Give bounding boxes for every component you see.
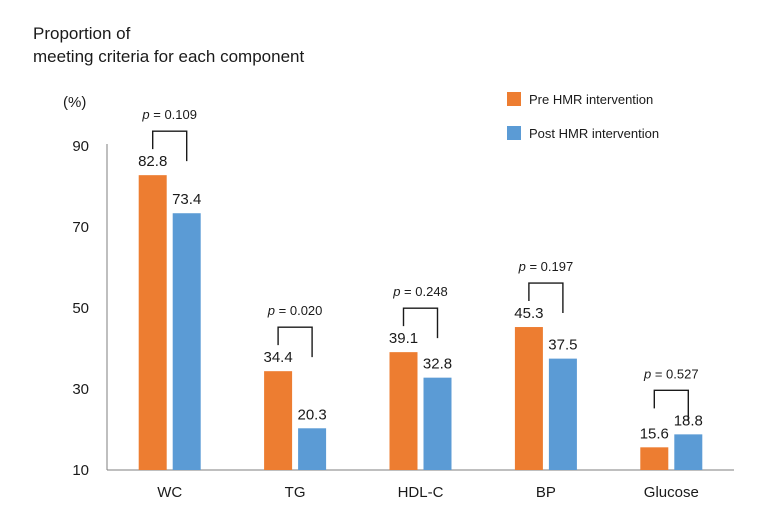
significance-bracket [653, 389, 689, 421]
data-label: 18.8 [674, 412, 703, 429]
legend-swatch-pre [507, 92, 521, 106]
y-tick-label: 70 [72, 219, 89, 236]
p-value-label: p = 0.248 [392, 284, 448, 299]
data-label: 82.8 [138, 153, 167, 170]
bar-post [548, 358, 577, 470]
p-value-label: p = 0.527 [643, 366, 699, 381]
bar-pre [640, 447, 669, 470]
chart-title-line-2: meeting criteria for each component [33, 47, 305, 66]
x-tick-label: WC [157, 484, 182, 501]
data-label: 37.5 [548, 337, 577, 354]
y-axis-label: (%) [63, 94, 86, 111]
x-tick-label: HDL-C [398, 484, 444, 501]
y-tick-label: 30 [72, 381, 89, 398]
bar-post [172, 213, 201, 471]
data-label: 39.1 [389, 330, 418, 347]
bar-pre [514, 327, 543, 470]
data-label: 32.8 [423, 356, 452, 373]
data-label: 45.3 [514, 305, 543, 322]
bar-post [674, 434, 703, 470]
chart-title-line-1: Proportion of [33, 24, 131, 43]
data-label: 15.6 [640, 425, 669, 442]
data-label: 20.3 [297, 406, 326, 423]
p-value-label: p = 0.197 [518, 259, 574, 274]
bar-post [298, 428, 327, 470]
y-tick-label: 50 [72, 300, 89, 317]
bar-pre [389, 352, 418, 470]
y-tick-label: 10 [72, 462, 89, 479]
y-tick-label: 90 [72, 138, 89, 155]
significance-bracket [277, 326, 313, 358]
p-value-label: p = 0.109 [141, 107, 197, 122]
x-tick-label: BP [536, 484, 556, 501]
bar-pre [138, 175, 167, 470]
chart-title: Proportion of meeting criteria for each … [33, 22, 304, 68]
p-value-label: p = 0.020 [267, 303, 323, 318]
data-label: 73.4 [172, 191, 201, 208]
legend-swatch-post [507, 126, 521, 140]
significance-bracket [528, 282, 564, 314]
data-label: 34.4 [263, 349, 292, 366]
legend-label-pre: Pre HMR intervention [529, 92, 653, 107]
bar-pre [264, 371, 293, 470]
significance-bracket [402, 307, 439, 339]
bar-post [423, 377, 452, 470]
x-tick-label: Glucose [644, 484, 699, 501]
x-tick-label: TG [285, 484, 306, 501]
legend-label-post: Post HMR intervention [529, 126, 659, 141]
significance-bracket [152, 130, 188, 162]
